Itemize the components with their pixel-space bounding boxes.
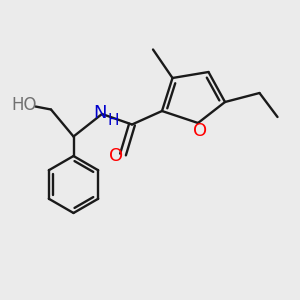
Text: H: H <box>108 113 119 128</box>
Text: O: O <box>193 122 208 140</box>
Text: N: N <box>93 103 106 122</box>
Text: HO: HO <box>12 96 37 114</box>
Text: O: O <box>109 147 124 165</box>
